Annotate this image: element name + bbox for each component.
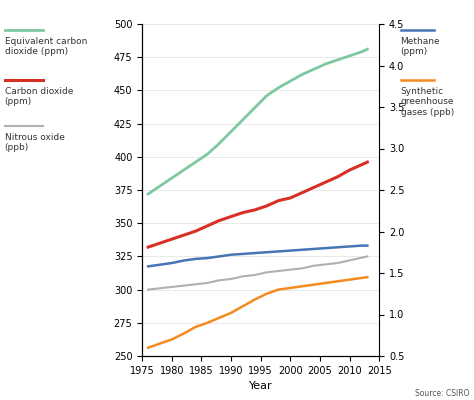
Text: All greenhouse gases in the atmosphere
can be expressed as equivalent CO₂
atmosp: All greenhouse gases in the atmosphere c… bbox=[0, 399, 1, 400]
Text: Global mean CO₂ level in 2013
was 395 ppm – a 43% increase
from pre-industrial
c: Global mean CO₂ level in 2013 was 395 pp… bbox=[0, 399, 1, 400]
X-axis label: Year: Year bbox=[249, 381, 273, 391]
Text: Equivalent carbon
dioxide (ppm): Equivalent carbon dioxide (ppm) bbox=[5, 37, 87, 56]
Text: Carbon dioxide
(ppm): Carbon dioxide (ppm) bbox=[5, 87, 73, 106]
Text: Methane
(ppm): Methane (ppm) bbox=[401, 37, 440, 56]
Text: Nitrous oxide
(ppb): Nitrous oxide (ppb) bbox=[5, 133, 64, 152]
Text: Source: CSIRO: Source: CSIRO bbox=[415, 389, 469, 398]
Text: Synthetic
greenhouse
gases (ppb): Synthetic greenhouse gases (ppb) bbox=[401, 87, 454, 117]
